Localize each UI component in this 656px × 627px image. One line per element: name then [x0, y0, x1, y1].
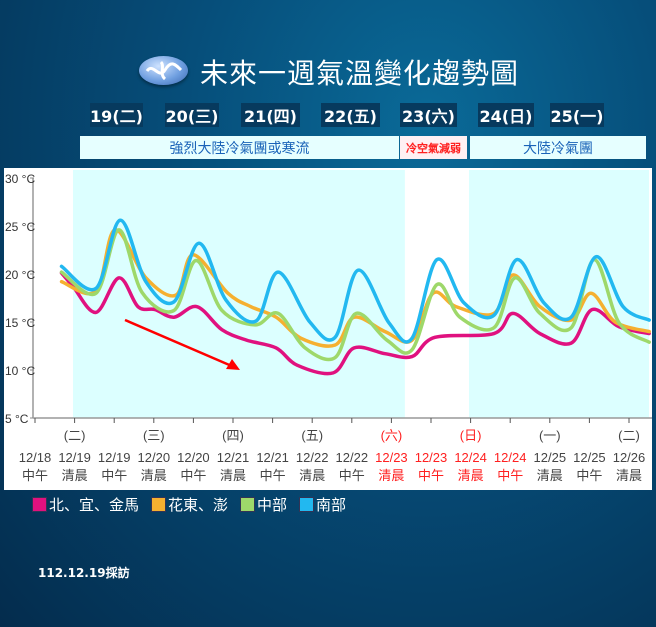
x-tick-time: 清晨: [458, 468, 484, 483]
legend-label: 中部: [257, 496, 288, 514]
day-label: 19(二): [90, 103, 143, 127]
series-line-north: [59, 271, 651, 376]
x-tick-label-group: (日) 12/24 清晨: [454, 428, 487, 483]
day-label: 24(日): [478, 103, 534, 127]
legend-swatch: [32, 497, 47, 512]
day-label: 23(六): [400, 103, 457, 127]
x-tick-label-group: 12/19 中午: [98, 450, 131, 483]
trend-arrow: [124, 318, 235, 369]
x-tick-time: 清晨: [220, 468, 246, 483]
interview-date-note: 112.12.19採訪: [38, 566, 130, 580]
day-label: 22(五): [321, 103, 380, 127]
x-tick-label-group: (三) 12/20 清晨: [138, 428, 171, 483]
y-tick-label: 5 °C: [5, 412, 29, 426]
x-tick-date: 12/19: [58, 450, 91, 465]
x-tick-weekday: (日): [460, 428, 482, 443]
legend: 北、宜、金馬 花東、澎 中部 南部: [32, 494, 352, 515]
x-tick-time: 中午: [339, 468, 365, 483]
x-tick-label-group: 12/22 中午: [336, 450, 369, 483]
day-label: 21(四): [241, 103, 300, 127]
band-continental-cold-air: 大陸冷氣團: [470, 136, 646, 159]
x-tick-date: 12/20: [138, 450, 171, 465]
x-tick-date: 12/23: [375, 450, 408, 465]
shaded-period: [73, 170, 405, 418]
x-tick-label-group: (二) 12/26 清晨: [613, 428, 646, 483]
chart-panel: 30 °C 25 °C 20 °C 15 °C 10 °C 5 °C 12/18 中午 (二) 1…: [4, 168, 652, 490]
x-tick-weekday: (三): [143, 428, 165, 443]
x-tick-label-group: 12/18 中午: [19, 450, 52, 483]
x-tick-weekday: (五): [301, 428, 323, 443]
x-tick-weekday: (六): [381, 428, 403, 443]
day-label: 25(一): [550, 103, 604, 127]
day-label: 20(三): [165, 103, 219, 127]
temperature-chart: 30 °C 25 °C 20 °C 15 °C 10 °C 5 °C 12/18 中午 (二) 1…: [5, 170, 652, 483]
x-tick-label-group: 12/21 中午: [256, 450, 289, 483]
x-tick-time: 清晨: [537, 468, 563, 483]
x-tick-date: 12/25: [534, 450, 567, 465]
y-tick-label: 10 °C: [5, 364, 35, 378]
legend-swatch: [240, 497, 256, 512]
x-tick-date: 12/21: [256, 450, 289, 465]
x-tick-label-group: 12/20 中午: [177, 450, 210, 483]
legend-item: 花東、澎: [151, 494, 228, 515]
x-tick-date: 12/18: [19, 450, 52, 465]
x-tick-weekday: (二): [64, 428, 86, 443]
x-tick-time: 中午: [576, 468, 602, 483]
x-tick-time: 清晨: [62, 468, 88, 483]
band-strong-cold-air: 強烈大陸冷氣團或寒流: [80, 136, 399, 159]
x-tick-label-group: (二) 12/19 清晨: [58, 428, 91, 483]
legend-label: 南部: [316, 496, 347, 514]
x-tick-label-group: 12/23 中午: [415, 450, 448, 483]
x-tick-date: 12/24: [494, 450, 527, 465]
legend-item: 南部: [299, 494, 346, 515]
band-cold-air-weakening: 冷空氣減弱: [400, 136, 467, 159]
x-tick-date: 12/22: [296, 450, 329, 465]
x-tick-date: 12/22: [336, 450, 369, 465]
x-tick-weekday: (四): [222, 428, 244, 443]
x-tick-time: 中午: [22, 468, 48, 483]
legend-swatch: [151, 497, 167, 512]
weather-bureau-logo: [139, 56, 188, 85]
legend-item: 北、宜、金馬: [32, 494, 139, 515]
series-line-central: [59, 228, 651, 362]
legend-item: 中部: [240, 494, 287, 515]
x-tick-time: 中午: [497, 468, 523, 483]
y-tick-label: 25 °C: [5, 220, 35, 234]
x-tick-date: 12/21: [217, 450, 250, 465]
x-tick-label-group: (五) 12/22 清晨: [296, 428, 329, 483]
x-tick-date: 12/20: [177, 450, 210, 465]
x-tick-date: 12/26: [613, 450, 646, 465]
y-tick-label: 20 °C: [5, 268, 35, 282]
x-tick-time: 清晨: [299, 468, 325, 483]
x-tick-label-group: (四) 12/21 清晨: [217, 428, 250, 483]
x-tick-weekday: (二): [618, 428, 640, 443]
legend-label: 北、宜、金馬: [49, 496, 140, 514]
x-tick-date: 12/23: [415, 450, 448, 465]
x-tick-time: 清晨: [616, 468, 642, 483]
x-tick-weekday: (一): [539, 428, 561, 443]
page-title: 未來一週氣溫變化趨勢圖: [200, 57, 520, 90]
x-tick-date: 12/19: [98, 450, 131, 465]
y-tick-label: 15 °C: [5, 316, 35, 330]
x-tick-time: 中午: [418, 468, 444, 483]
y-tick-label: 30 °C: [5, 172, 35, 186]
legend-swatch: [299, 497, 315, 512]
x-tick-time: 中午: [260, 468, 286, 483]
x-tick-date: 12/24: [454, 450, 487, 465]
x-tick-time: 中午: [180, 468, 206, 483]
x-tick-label-group: (一) 12/25 清晨: [534, 428, 567, 483]
x-tick-label-group: (六) 12/23 清晨: [375, 428, 408, 483]
x-tick-label-group: 12/25 中午: [573, 450, 606, 483]
x-tick-date: 12/25: [573, 450, 606, 465]
x-tick-time: 中午: [101, 468, 127, 483]
x-tick-label-group: 12/24 中午: [494, 450, 527, 483]
x-tick-time: 清晨: [141, 468, 167, 483]
series-line-south: [59, 218, 651, 344]
legend-label: 花東、澎: [168, 496, 229, 514]
shaded-period: [469, 170, 649, 418]
trend-arrow-head: [226, 359, 240, 370]
x-tick-time: 清晨: [378, 468, 404, 483]
